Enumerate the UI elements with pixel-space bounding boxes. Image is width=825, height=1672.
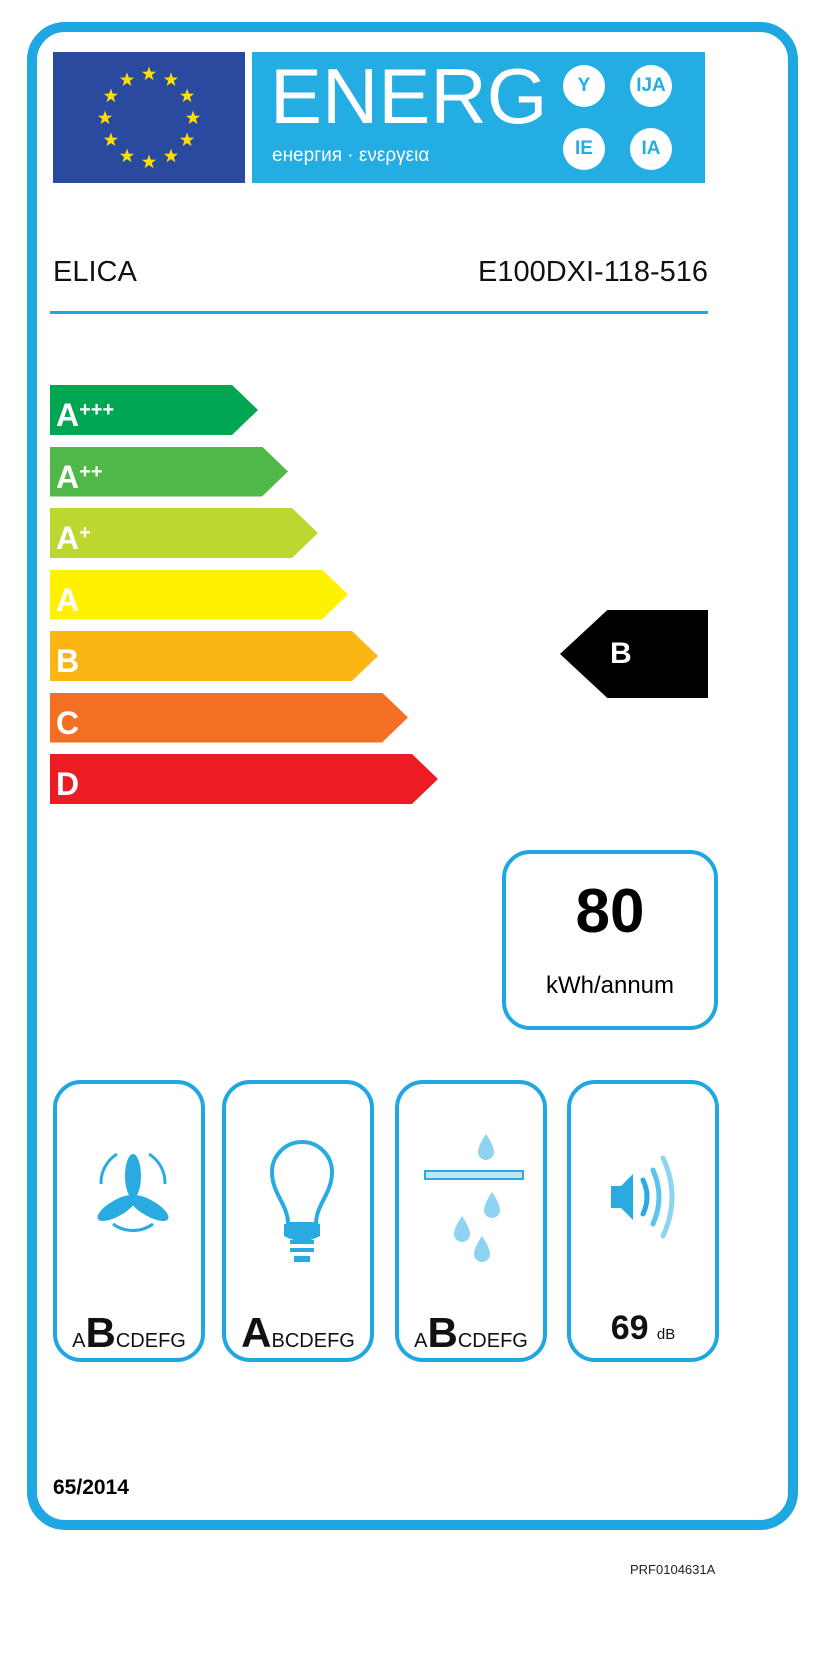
- star-icon: [119, 72, 135, 86]
- star-icon: [180, 88, 195, 103]
- light-bulb-icon: [269, 1140, 335, 1262]
- regulation-number: 65/2014: [53, 1476, 129, 1499]
- star-icon: [97, 110, 113, 125]
- eu-stars-icon: [97, 66, 201, 169]
- energy-class-bar: B: [50, 631, 378, 681]
- eu-flag: [53, 52, 245, 183]
- noise-icon: [611, 1155, 675, 1239]
- energy-value: 80: [575, 877, 645, 946]
- lighting-efficiency-class: ABCDEFG: [241, 1309, 355, 1356]
- energy-class-bar: D: [50, 754, 438, 804]
- class-letter: D: [56, 766, 80, 802]
- suffix-ia: IA: [630, 128, 672, 170]
- energy-class-bar: A+++: [50, 385, 258, 435]
- class-letter: B: [56, 643, 80, 679]
- fluid-dynamic-efficiency-box: ABCDEFG: [53, 1080, 205, 1362]
- supplier-name: ELICA: [53, 256, 137, 288]
- label-frame: [27, 22, 798, 1530]
- star-icon: [180, 132, 195, 147]
- class-plus: +++: [79, 399, 115, 421]
- class-letter: A: [56, 458, 80, 495]
- star-icon: [163, 148, 179, 163]
- class-letter: A: [56, 397, 80, 433]
- grease-filter-icon: [424, 1134, 524, 1262]
- noise-level: 69 dB: [610, 1309, 676, 1347]
- lighting-efficiency-box: ABCDEFG: [222, 1080, 374, 1362]
- energy-banner: ENERG енергия · ενεργεια Y IJA IE IA: [252, 52, 705, 183]
- star-icon: [185, 110, 201, 125]
- class-letter: A: [56, 520, 80, 556]
- fan-icon: [97, 1152, 169, 1232]
- energy-class-bar: C: [50, 693, 408, 743]
- class-letter: C: [56, 704, 80, 741]
- energ-subtitle: енергия · ενεργεια: [272, 145, 430, 166]
- energy-unit: kWh/annum: [545, 972, 675, 999]
- class-letter: A: [56, 581, 80, 618]
- model-identifier: E100DXI-118-516: [477, 256, 708, 288]
- divider: [50, 311, 708, 314]
- energy-class-bar: A: [50, 570, 348, 620]
- energy-class-bar: A++: [50, 447, 288, 497]
- class-plus: +: [79, 522, 91, 544]
- suffix-y: Y: [563, 65, 605, 107]
- energy-class-bar: A+: [50, 508, 318, 558]
- fan-efficiency-class: ABCDEFG: [72, 1309, 186, 1356]
- energy-consumption-box: 80 kWh/annum: [502, 850, 718, 1030]
- energ-title: ENERG: [270, 52, 548, 140]
- star-icon: [103, 88, 118, 103]
- suffix-ie: IE: [563, 128, 605, 170]
- star-icon: [163, 72, 179, 86]
- star-icon: [103, 132, 118, 147]
- grease-filtering-class: ABCDEFG: [414, 1309, 528, 1356]
- document-code: PRF0104631A: [630, 1562, 716, 1577]
- star-icon: [141, 154, 157, 169]
- star-icon: [119, 148, 135, 163]
- class-plus: ++: [79, 460, 103, 483]
- suffix-ija: IJA: [630, 65, 672, 107]
- grease-filtering-efficiency-box: ABCDEFG: [395, 1080, 547, 1362]
- star-icon: [141, 66, 157, 81]
- noise-box: 69 dB: [567, 1080, 719, 1362]
